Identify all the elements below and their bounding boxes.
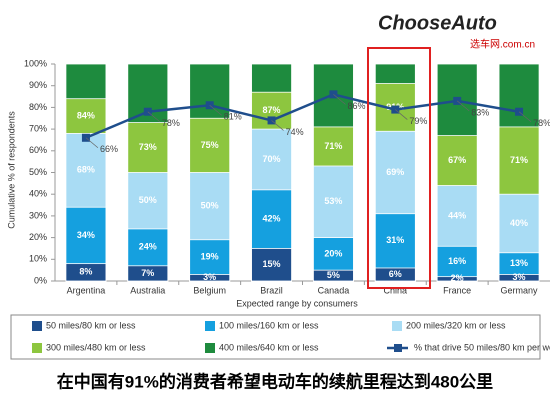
y-tick-label: 70% [29, 123, 47, 133]
leader [395, 109, 408, 120]
line [85, 93, 520, 139]
value-label: 84% [77, 110, 95, 120]
bar [65, 263, 107, 282]
legend-label: 400 miles/640 km or less [219, 342, 319, 352]
value-label: 71% [324, 141, 342, 151]
legend-swatch [392, 321, 402, 331]
line-value-label: 66% [100, 144, 118, 154]
value-label: 87% [263, 105, 281, 115]
leader [456, 100, 470, 112]
bar [436, 276, 478, 282]
line-value-label: 78% [162, 118, 180, 128]
bar [374, 267, 416, 282]
bar [251, 248, 292, 282]
x-tick-label: Canada [318, 285, 350, 295]
x-tick-label: Argentina [67, 285, 106, 295]
value-label: 13% [510, 258, 528, 268]
value-label: 24% [139, 242, 157, 252]
value-label: 6% [389, 269, 402, 279]
value-label: 40% [510, 218, 528, 228]
y-tick-label: 20% [29, 232, 47, 242]
logo-sub: 选车网.com.cn [470, 38, 535, 51]
line-value-label: 74% [286, 127, 304, 137]
caption: 在中国有91%的消费者希望电动车的续航里程达到480公里 [57, 371, 493, 391]
bar [313, 269, 354, 282]
leader [85, 137, 99, 149]
value-label: 8% [79, 267, 92, 277]
y-tick-label: 60% [29, 145, 47, 155]
value-label: 50% [201, 201, 219, 211]
highlight-box [367, 47, 431, 289]
value-label: 31% [386, 235, 404, 245]
value-label: 3% [203, 272, 216, 282]
value-label: 70% [263, 154, 281, 164]
line-value-label: 79% [409, 116, 427, 126]
legend-swatch [205, 343, 215, 353]
legend-label: 200 miles/320 km or less [406, 320, 506, 330]
leader [333, 94, 346, 105]
y-tick-label: 80% [29, 102, 47, 112]
value-label: 15% [263, 259, 281, 269]
logo: ChooseAuto [378, 12, 497, 34]
value-label: 5% [327, 270, 340, 280]
line-value-label: 81% [224, 112, 242, 122]
leader [147, 111, 161, 123]
leader [209, 104, 222, 116]
line-value-label: 78% [533, 118, 550, 128]
bar [498, 274, 540, 282]
x-tick-label: China [384, 285, 408, 295]
value-label: 42% [263, 214, 281, 224]
x-tick-label: Brazil [260, 285, 283, 295]
y-tick-label: 30% [29, 210, 47, 220]
x-tick-label: Australia [130, 285, 165, 295]
legend-swatch [32, 343, 42, 353]
value-label: 7% [141, 268, 154, 278]
leader [271, 120, 284, 131]
bar [127, 265, 169, 282]
x-tick-label: Germany [501, 285, 539, 295]
legend-label: 300 miles/480 km or less [46, 342, 146, 352]
value-label: 3% [513, 272, 526, 282]
bar [189, 274, 231, 282]
value-label: 73% [139, 142, 157, 152]
value-label: 75% [201, 140, 219, 150]
x-axis-label: Expected range by consumers [236, 298, 358, 308]
line-value-label: 83% [471, 107, 489, 117]
y-axis-label: Cumulative % of respondents [6, 111, 16, 229]
x-tick-label: Belgium [193, 285, 226, 295]
value-label: 16% [448, 256, 466, 266]
value-label: 44% [448, 210, 466, 220]
value-label: 69% [386, 167, 404, 177]
legend-label: % that drive 50 miles/80 km per weekday [414, 342, 550, 352]
legend-swatch [205, 321, 215, 331]
value-label: 50% [139, 195, 157, 205]
y-tick-label: 50% [29, 167, 47, 177]
value-label: 67% [448, 155, 466, 165]
value-label: 68% [77, 165, 95, 175]
value-label: 2% [451, 273, 464, 283]
line-value-label: 86% [347, 101, 365, 111]
y-tick-label: 10% [29, 254, 47, 264]
value-label: 20% [324, 248, 342, 258]
legend-label: 100 miles/160 km or less [219, 320, 319, 330]
value-label: 53% [324, 196, 342, 206]
value-label: 19% [201, 252, 219, 262]
legend-swatch [32, 321, 42, 331]
x-tick-label: France [443, 285, 471, 295]
y-tick-label: 100% [24, 58, 47, 68]
y-tick-label: 0% [34, 275, 47, 285]
legend-label: 50 miles/80 km or less [46, 320, 136, 330]
legend-marker [394, 344, 402, 352]
value-label: 34% [77, 230, 95, 240]
value-label: 71% [510, 155, 528, 165]
y-tick-label: 90% [29, 80, 47, 90]
legend-box [10, 314, 541, 360]
leader [518, 111, 532, 123]
y-tick-label: 40% [29, 189, 47, 199]
